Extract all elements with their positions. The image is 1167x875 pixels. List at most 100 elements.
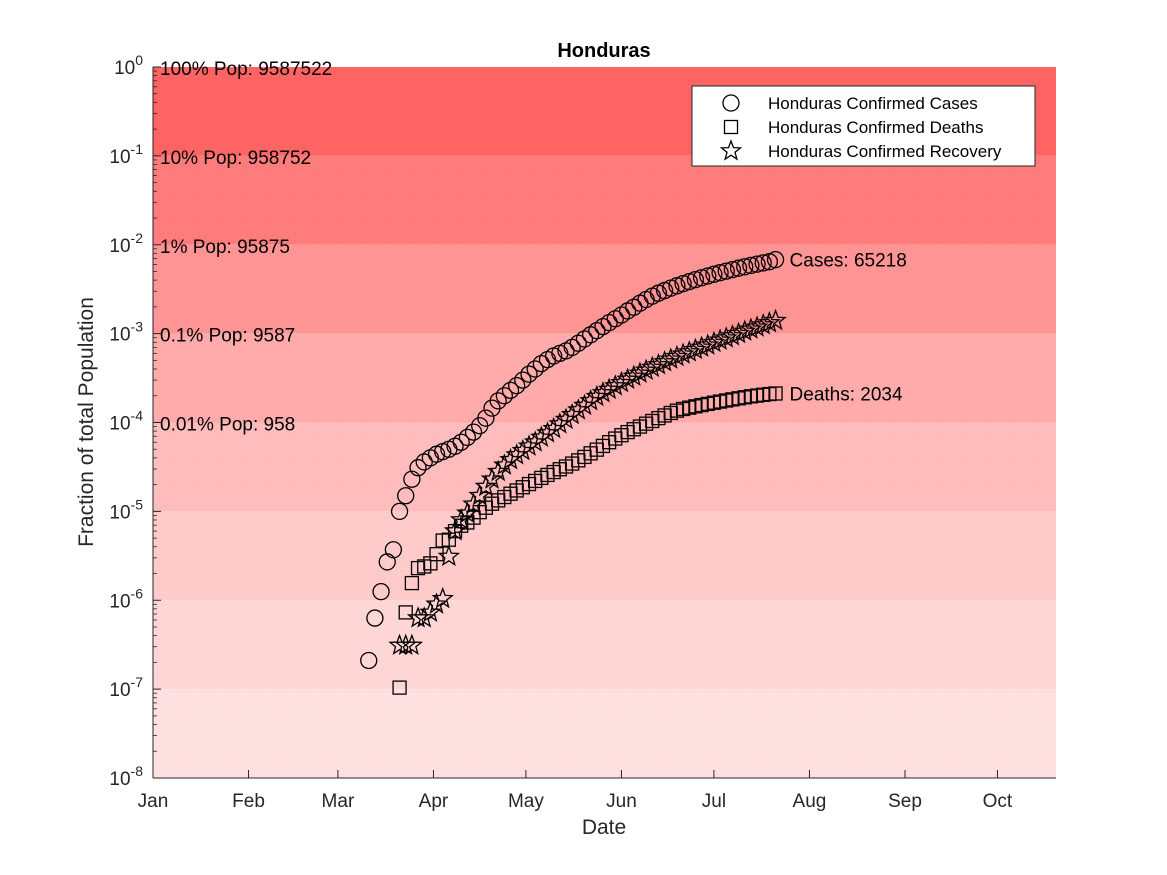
end-label-0: Cases: 65218: [790, 251, 907, 272]
circle-marker: [711, 264, 729, 282]
circle-marker: [699, 267, 717, 285]
circle-marker: [360, 651, 378, 670]
y-tick-label-7: 10-1: [109, 141, 143, 168]
star-marker: [406, 606, 430, 628]
circle-marker: [458, 428, 477, 447]
band-label-4: 0.01% Pop: 958: [160, 415, 295, 436]
circle-marker: [514, 371, 532, 389]
data-markers: [360, 250, 787, 695]
legend-star-icon: [719, 139, 743, 161]
legend-box: [691, 85, 1036, 167]
square-marker: [398, 605, 413, 620]
end-labels: Cases: 65218 Deaths: 2034: [790, 251, 907, 406]
circle-marker: [415, 453, 433, 471]
legend-label-0: Honduras Confirmed Cases: [768, 94, 978, 113]
circle-marker: [705, 265, 723, 283]
legend-square-icon: [723, 119, 739, 135]
square-marker: [404, 575, 420, 591]
star-marker: [456, 501, 479, 523]
circle-marker: [390, 502, 409, 521]
plot-texture: [153, 67, 1056, 778]
circle-marker: [754, 254, 772, 272]
band-label-1: 10% Pop: 958752: [160, 148, 311, 169]
band-label-3: 0.1% Pop: 9587: [160, 326, 295, 347]
ticks: Jan Feb Mar Apr May Jun Jul Aug Sep Oct 10-8 10-7 10…: [109, 52, 1013, 812]
star-marker: [684, 337, 707, 360]
circle-marker: [766, 250, 785, 269]
y-tick-label-4: 10-4: [109, 408, 143, 435]
circle-marker: [464, 423, 483, 441]
circle-marker: [575, 330, 594, 348]
circle-marker: [446, 437, 464, 455]
y-tick-label-3: 10-5: [109, 496, 143, 523]
x-tick-label-7: Aug: [793, 791, 827, 812]
circle-marker: [729, 259, 748, 277]
x-axis-title: Date: [582, 816, 626, 839]
star-marker: [431, 586, 454, 609]
circle-marker: [736, 258, 754, 276]
square-marker: [392, 680, 407, 695]
circle-marker: [723, 260, 742, 279]
x-tick-label-5: Jun: [606, 791, 637, 812]
star-marker: [671, 342, 695, 364]
star-marker: [468, 483, 491, 506]
circle-marker: [742, 256, 760, 275]
star-marker: [690, 335, 713, 357]
star-marker: [677, 340, 701, 362]
circle-marker: [495, 387, 513, 405]
star-marker: [412, 606, 436, 628]
circle-marker: [489, 392, 507, 410]
x-tick-label-2: Mar: [322, 791, 355, 812]
end-label-1: Deaths: 2034: [790, 384, 903, 405]
y-tick-label-0: 10-8: [109, 763, 143, 790]
series-star: [388, 308, 787, 656]
star-marker: [764, 308, 787, 331]
circle-marker: [397, 487, 415, 505]
y-tick-label-5: 10-3: [109, 319, 143, 346]
x-tick-label-8: Sep: [888, 791, 922, 812]
circle-marker: [520, 365, 538, 383]
star-marker: [721, 324, 744, 346]
series-circle: [360, 250, 785, 670]
circle-marker: [612, 306, 631, 324]
x-tick-label-0: Jan: [138, 791, 169, 812]
y-tick-label-1: 10-7: [109, 674, 143, 701]
star-marker: [394, 633, 417, 656]
y-axis-title: Fraction of total Population: [75, 297, 98, 547]
band-label-2: 1% Pop: 95875: [160, 237, 290, 258]
star-marker: [400, 633, 424, 656]
band-labels: 100% Pop: 9587522 10% Pop: 958752 1% Pop: …: [160, 59, 332, 436]
legend-label-1: Honduras Confirmed Deaths: [768, 118, 983, 137]
x-tick-label-4: May: [508, 791, 544, 812]
star-marker: [665, 344, 689, 367]
x-tick-label-1: Feb: [232, 791, 265, 812]
circle-marker: [526, 360, 544, 378]
y-tick-label-2: 10-6: [109, 585, 143, 612]
star-marker: [437, 544, 461, 567]
circle-marker: [625, 298, 643, 316]
star-marker: [702, 330, 726, 353]
star-marker: [443, 519, 467, 541]
circle-marker: [403, 470, 421, 488]
legend-label-2: Honduras Confirmed Recovery: [768, 142, 1002, 161]
circle-marker: [588, 322, 606, 340]
star-marker: [449, 508, 473, 530]
circle-marker: [686, 270, 705, 289]
star-marker: [714, 326, 738, 348]
circle-marker: [581, 326, 600, 344]
circle-marker: [748, 255, 766, 273]
circle-marker: [452, 433, 470, 451]
chart-title: Honduras: [557, 40, 650, 62]
circle-marker: [532, 354, 550, 373]
legend: Honduras Confirmed Cases Honduras Confirm…: [691, 85, 1036, 167]
band-label-0: 100% Pop: 9587522: [160, 59, 332, 80]
circle-marker: [717, 262, 735, 280]
x-tick-label-3: Apr: [419, 791, 449, 812]
star-marker: [486, 459, 510, 482]
circle-marker: [477, 409, 495, 427]
star-marker: [758, 311, 781, 333]
circle-marker: [501, 381, 520, 400]
circle-marker: [384, 541, 403, 559]
y-tick-label-6: 10-2: [109, 230, 143, 257]
